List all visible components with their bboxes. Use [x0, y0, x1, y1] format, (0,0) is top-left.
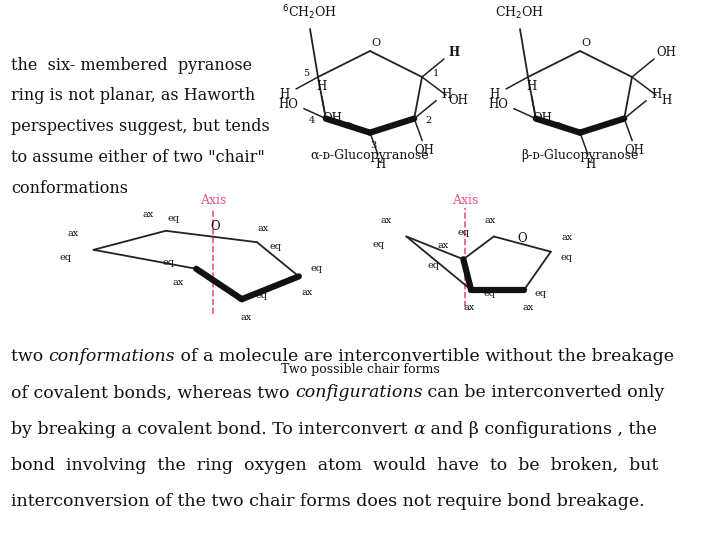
Text: conformations: conformations [11, 180, 128, 197]
Text: of a molecule are interconvertible without the breakage: of a molecule are interconvertible witho… [175, 348, 674, 365]
Text: ax: ax [484, 216, 495, 225]
Text: OH: OH [414, 144, 434, 157]
Text: α-ᴅ-Glucopyranose: α-ᴅ-Glucopyranose [311, 148, 429, 161]
Text: eq: eq [428, 261, 439, 270]
Text: ax: ax [464, 303, 474, 312]
Text: interconversion of the two chair forms does not require bond breakage.: interconversion of the two chair forms d… [11, 493, 644, 510]
Text: ax: ax [173, 278, 184, 287]
Text: ax: ax [240, 313, 251, 322]
Text: HO: HO [488, 98, 508, 111]
Text: eq: eq [256, 291, 268, 300]
Text: Axis: Axis [452, 194, 479, 207]
Text: eq: eq [269, 242, 281, 251]
Text: 2: 2 [425, 116, 431, 125]
Text: H: H [661, 94, 671, 107]
Text: eq: eq [561, 253, 573, 262]
Text: and β configurations , the: and β configurations , the [425, 421, 657, 437]
Text: by breaking a covalent bond. To interconvert: by breaking a covalent bond. To intercon… [11, 421, 413, 437]
Text: two: two [11, 348, 48, 365]
Text: OH: OH [532, 112, 552, 125]
Text: β-ᴅ-Glucopyranose: β-ᴅ-Glucopyranose [521, 148, 639, 161]
Text: eq: eq [458, 228, 470, 237]
Text: eq: eq [60, 253, 71, 262]
Text: eq: eq [534, 289, 546, 298]
Text: $^6$CH$_2$OH: $^6$CH$_2$OH [282, 4, 338, 22]
Text: can be interconverted only: can be interconverted only [423, 384, 665, 401]
Text: Two possible chair forms: Two possible chair forms [281, 363, 439, 376]
Text: H: H [279, 89, 289, 102]
Text: perspectives suggest, but tends: perspectives suggest, but tends [11, 118, 269, 135]
Text: H: H [449, 46, 459, 59]
Text: configurations: configurations [294, 384, 423, 401]
Text: O: O [582, 38, 590, 48]
Text: to assume either of two "chair": to assume either of two "chair" [11, 149, 265, 166]
Text: ax: ax [301, 288, 312, 297]
Text: O: O [518, 232, 527, 245]
Text: ax: ax [381, 216, 392, 225]
Text: of covalent bonds, whereas two: of covalent bonds, whereas two [11, 384, 294, 401]
Text: OH: OH [322, 112, 342, 125]
Text: OH: OH [624, 144, 644, 157]
Text: 5: 5 [303, 69, 309, 78]
Text: HO: HO [278, 98, 298, 111]
Text: ring is not planar, as Haworth: ring is not planar, as Haworth [11, 87, 255, 104]
Text: bond  involving  the  ring  oxygen  atom  would  have  to  be  broken,  but: bond involving the ring oxygen atom woul… [11, 457, 658, 474]
Text: OH: OH [656, 46, 676, 59]
Text: 4: 4 [309, 116, 315, 125]
Text: eq: eq [372, 240, 384, 249]
Text: H: H [375, 158, 385, 171]
Text: H: H [441, 88, 451, 101]
Text: eq: eq [483, 289, 495, 298]
Text: Axis: Axis [200, 194, 227, 207]
Text: eq: eq [162, 258, 174, 267]
Text: ax: ax [257, 224, 269, 233]
Text: eq: eq [311, 264, 323, 273]
Text: ax: ax [561, 233, 572, 242]
Text: 3: 3 [370, 141, 376, 150]
Text: ax: ax [523, 303, 534, 312]
Text: conformations: conformations [48, 348, 175, 365]
Text: H: H [526, 80, 537, 93]
Text: H: H [489, 89, 499, 102]
Text: H: H [317, 80, 327, 93]
Text: OH: OH [448, 94, 468, 107]
Text: O: O [372, 38, 381, 48]
Text: eq: eq [168, 214, 180, 224]
Text: O: O [210, 220, 220, 233]
Text: α: α [413, 421, 425, 437]
Text: ax: ax [68, 230, 79, 238]
Text: ax: ax [142, 210, 153, 219]
Text: 1: 1 [433, 69, 439, 78]
Text: H: H [585, 158, 595, 171]
Text: CH$_2$OH: CH$_2$OH [495, 5, 544, 21]
Text: the  six- membered  pyranose: the six- membered pyranose [11, 57, 252, 73]
Text: H: H [651, 88, 662, 101]
Text: ax: ax [438, 241, 449, 250]
